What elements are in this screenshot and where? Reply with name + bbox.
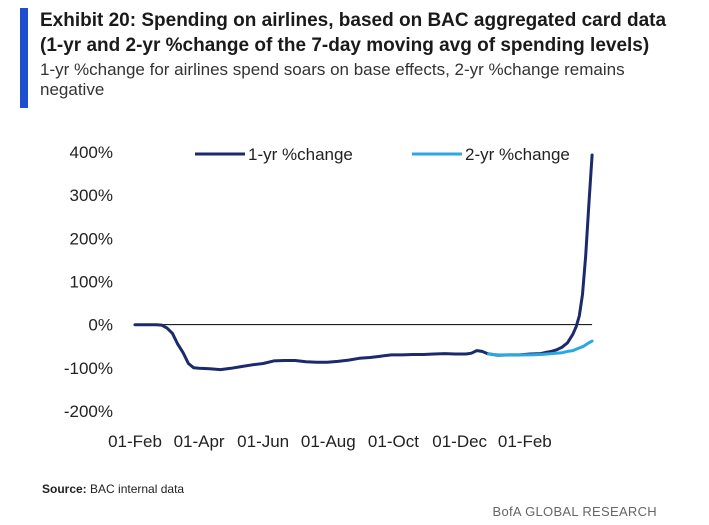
y-tick-label: 400% — [70, 143, 113, 162]
brand-label: BofA GLOBAL RESEARCH — [492, 504, 657, 519]
source-text: BAC internal data — [90, 482, 185, 496]
x-tick-label: 01-Oct — [368, 432, 419, 451]
x-tick-label: 01-Jun — [237, 432, 289, 451]
exhibit-subtitle: 1-yr %change for airlines spend soars on… — [40, 60, 625, 99]
legend-label: 2-yr %change — [465, 145, 570, 164]
legend-label: 1-yr %change — [248, 145, 353, 164]
x-tick-label: 01-Aug — [301, 432, 356, 451]
title-line-1: Exhibit 20: Spending on airlines, based … — [40, 10, 667, 31]
x-tick-label: 01-Feb — [498, 432, 552, 451]
y-tick-label: 300% — [70, 186, 113, 205]
line-chart: 400% 300% 200% 100% 0% -100% -200% 01-Feb 01-Ap… — [64, 143, 594, 451]
source-note: Source: BAC internal data — [42, 482, 184, 496]
y-tick-label: -200% — [64, 402, 113, 421]
series-line-2yr — [487, 339, 594, 357]
y-tick-label: 200% — [70, 229, 113, 248]
series-line-1yr — [133, 153, 594, 372]
x-tick-label: 01-Apr — [174, 432, 225, 451]
y-tick-label: 100% — [70, 273, 113, 292]
plot-lines — [133, 153, 594, 372]
title-line-2: (1-yr and 2-yr %change of the 7-day movi… — [40, 35, 650, 56]
accent-bar — [20, 8, 28, 108]
exhibit-title: Exhibit 20: Spending on airlines, based … — [40, 8, 700, 58]
legend: 1-yr %change 2-yr %change — [195, 145, 570, 164]
y-tick-label: 0% — [88, 316, 113, 335]
y-tick-label: -100% — [64, 359, 113, 378]
source-label: Source: — [42, 482, 87, 496]
x-axis: 01-Feb 01-Apr 01-Jun 01-Aug 01-Oct 01-Dec 01-F… — [108, 432, 552, 451]
x-tick-label: 01-Dec — [432, 432, 487, 451]
y-axis: 400% 300% 200% 100% 0% -100% -200% — [64, 143, 113, 421]
x-tick-label: 01-Feb — [108, 432, 162, 451]
